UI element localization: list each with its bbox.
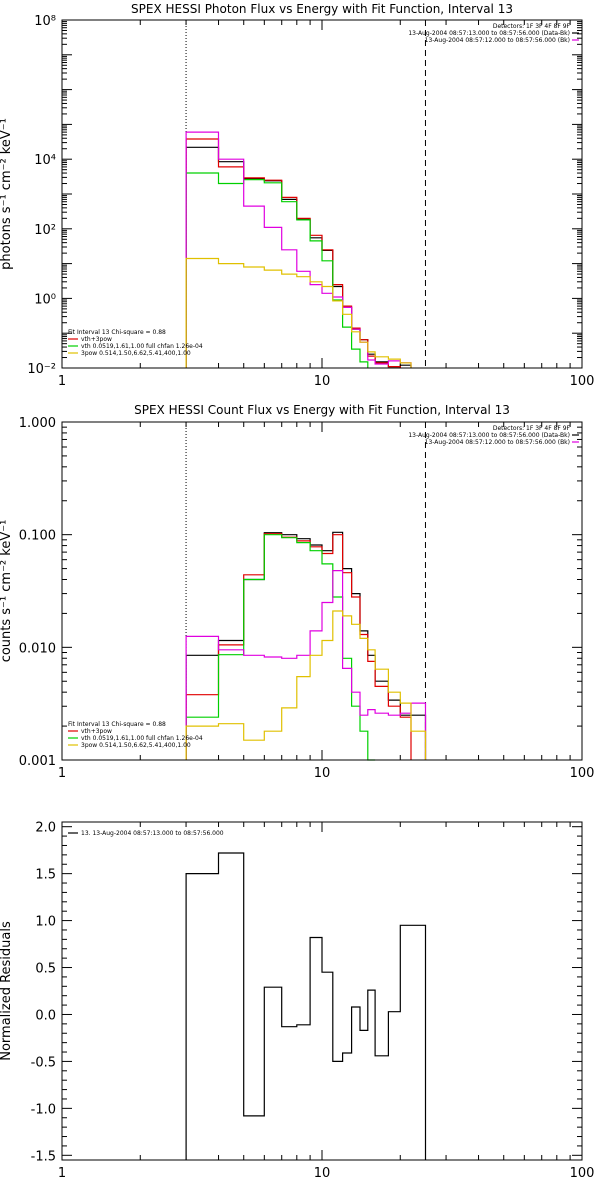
series-3-histogram bbox=[185, 534, 376, 761]
x-tick-label: 1 bbox=[58, 1166, 66, 1181]
x-tick-label: 1 bbox=[58, 374, 66, 389]
legend-entry: vth+3pow bbox=[81, 728, 112, 735]
header-line: Detectors: 1F 3F 4F 8F 9F bbox=[493, 23, 571, 30]
x-tick-label: 10 bbox=[314, 1166, 331, 1181]
header-line: 13-Aug-2004 08:57:12.000 to 08:57:56.000… bbox=[425, 439, 570, 446]
legend-entry: Fit Interval 13 Chi-square = 0.88 bbox=[68, 721, 166, 728]
chart-title: SPEX HESSI Photon Flux vs Energy with Fi… bbox=[131, 2, 513, 16]
series-1-histogram bbox=[185, 852, 427, 1160]
plot-frame bbox=[61, 421, 583, 761]
plot-frame bbox=[61, 19, 583, 369]
header-line: 13-Aug-2004 08:57:13.000 to 08:57:56.000… bbox=[408, 432, 570, 439]
header-line: Detectors: 1F 3F 4F 8F 9F bbox=[493, 425, 571, 432]
legend-entry: vth 0.0519,1.61,1.00 full chfan 1.26e-04 bbox=[81, 343, 203, 350]
x-tick-label: 100 bbox=[570, 1166, 595, 1181]
y-axis-label: counts s⁻¹ cm⁻² keV⁻¹ bbox=[0, 520, 14, 663]
y-tick-label: 10⁰ bbox=[34, 292, 56, 307]
header-line: 13-Aug-2004 08:57:13.000 to 08:57:56.000… bbox=[408, 30, 570, 37]
x-tick-label: 1 bbox=[58, 766, 66, 781]
chart-title: SPEX HESSI Count Flux vs Energy with Fit… bbox=[134, 403, 510, 417]
legend-entry: 3pow 0.514,1.50,6.62,5.41,400,1.00 bbox=[81, 350, 191, 357]
plot-frame bbox=[61, 821, 583, 1161]
y-tick-label: -0.5 bbox=[31, 1055, 56, 1070]
legend-entry: Fit Interval 13 Chi-square = 0.88 bbox=[68, 329, 166, 336]
legend-entry: 13. 13-Aug-2004 08:57:13.000 to 08:57:56… bbox=[81, 830, 224, 837]
x-tick-label: 100 bbox=[570, 766, 595, 781]
y-tick-label: 10² bbox=[34, 223, 56, 238]
series-4-histogram bbox=[185, 569, 427, 760]
x-tick-label: 10 bbox=[314, 374, 331, 389]
legend-entry: vth 0.0519,1.61,1.00 full chfan 1.26e-04 bbox=[81, 735, 203, 742]
y-tick-label: -1.5 bbox=[31, 1149, 56, 1164]
series-1-histogram bbox=[185, 146, 412, 368]
y-tick-label: 10⁸ bbox=[34, 14, 56, 29]
y-axis-label: photons s⁻¹ cm⁻² keV⁻¹ bbox=[0, 118, 14, 270]
chart-3: Normalized Residuals 1 10 100 -1.5 -1.0 -0.5 0.… bbox=[0, 821, 594, 1181]
y-tick-label: 1.000 bbox=[19, 416, 56, 431]
legend-entry: 3pow 0.514,1.50,6.62,5.41,400,1.00 bbox=[81, 742, 191, 749]
chart-2: SPEX HESSI Count Flux vs Energy with Fit… bbox=[0, 403, 594, 781]
y-tick-label: -1.0 bbox=[31, 1102, 56, 1117]
y-axis-label: Normalized Residuals bbox=[0, 921, 14, 1061]
y-tick-label: 1.0 bbox=[35, 915, 56, 930]
y-tick-label: 0.001 bbox=[19, 754, 56, 769]
series-1-histogram bbox=[185, 531, 427, 760]
series-2-histogram bbox=[185, 138, 401, 368]
y-tick-label: 10⁴ bbox=[34, 153, 56, 168]
y-tick-label: 0.5 bbox=[35, 962, 56, 977]
x-tick-label: 10 bbox=[314, 766, 331, 781]
y-tick-label: 0.010 bbox=[19, 641, 56, 656]
y-tick-label: 0.100 bbox=[19, 529, 56, 544]
y-tick-label: 10⁻² bbox=[27, 362, 56, 377]
legend-entry: vth+3pow bbox=[81, 336, 112, 343]
series-2-histogram bbox=[185, 533, 412, 760]
series-5-histogram bbox=[185, 257, 412, 368]
y-tick-label: 1.5 bbox=[35, 868, 56, 883]
y-tick-label: 0.0 bbox=[35, 1008, 56, 1023]
header-line: 13-Aug-2004 08:57:12.000 to 08:57:56.000… bbox=[425, 37, 570, 44]
y-tick-label: 2.0 bbox=[35, 821, 56, 836]
chart-1: SPEX HESSI Photon Flux vs Energy with Fi… bbox=[0, 2, 594, 389]
series-5-histogram bbox=[185, 610, 427, 760]
x-tick-label: 100 bbox=[570, 374, 595, 389]
